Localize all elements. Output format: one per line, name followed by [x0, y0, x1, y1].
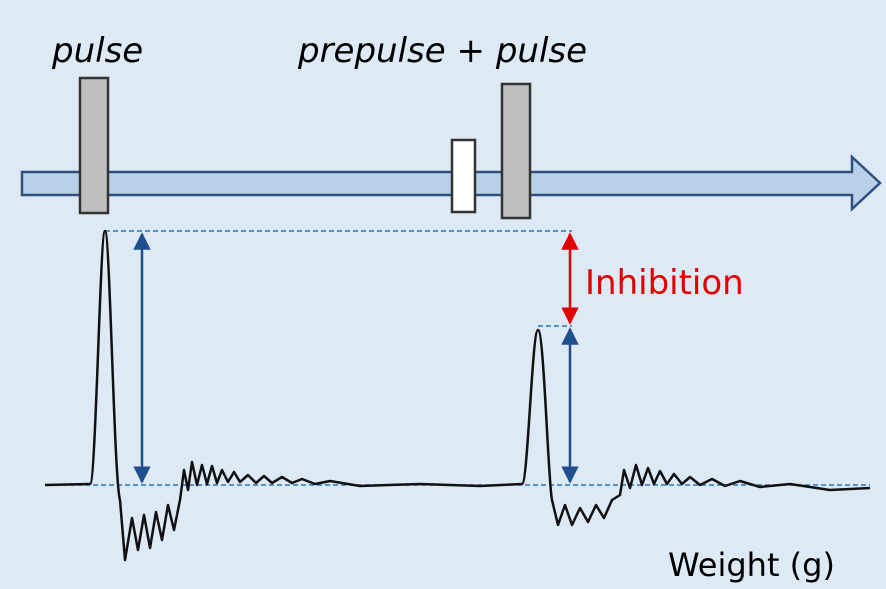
- prepulse-word: prepulse: [297, 31, 446, 71]
- weight-label: Weight (g): [668, 546, 835, 584]
- prepulse-pulse-label: prepulse + pulse: [297, 31, 587, 71]
- pulse-label: pulse: [51, 31, 143, 71]
- pulse-block: [78, 76, 110, 215]
- prepulse-block: [450, 138, 477, 214]
- startle-trace: [44, 229, 871, 562]
- pulse-block: [500, 82, 532, 220]
- pulse-word: pulse: [495, 31, 587, 71]
- plus-sign: +: [457, 31, 486, 71]
- inhibition-label: Inhibition: [585, 263, 744, 303]
